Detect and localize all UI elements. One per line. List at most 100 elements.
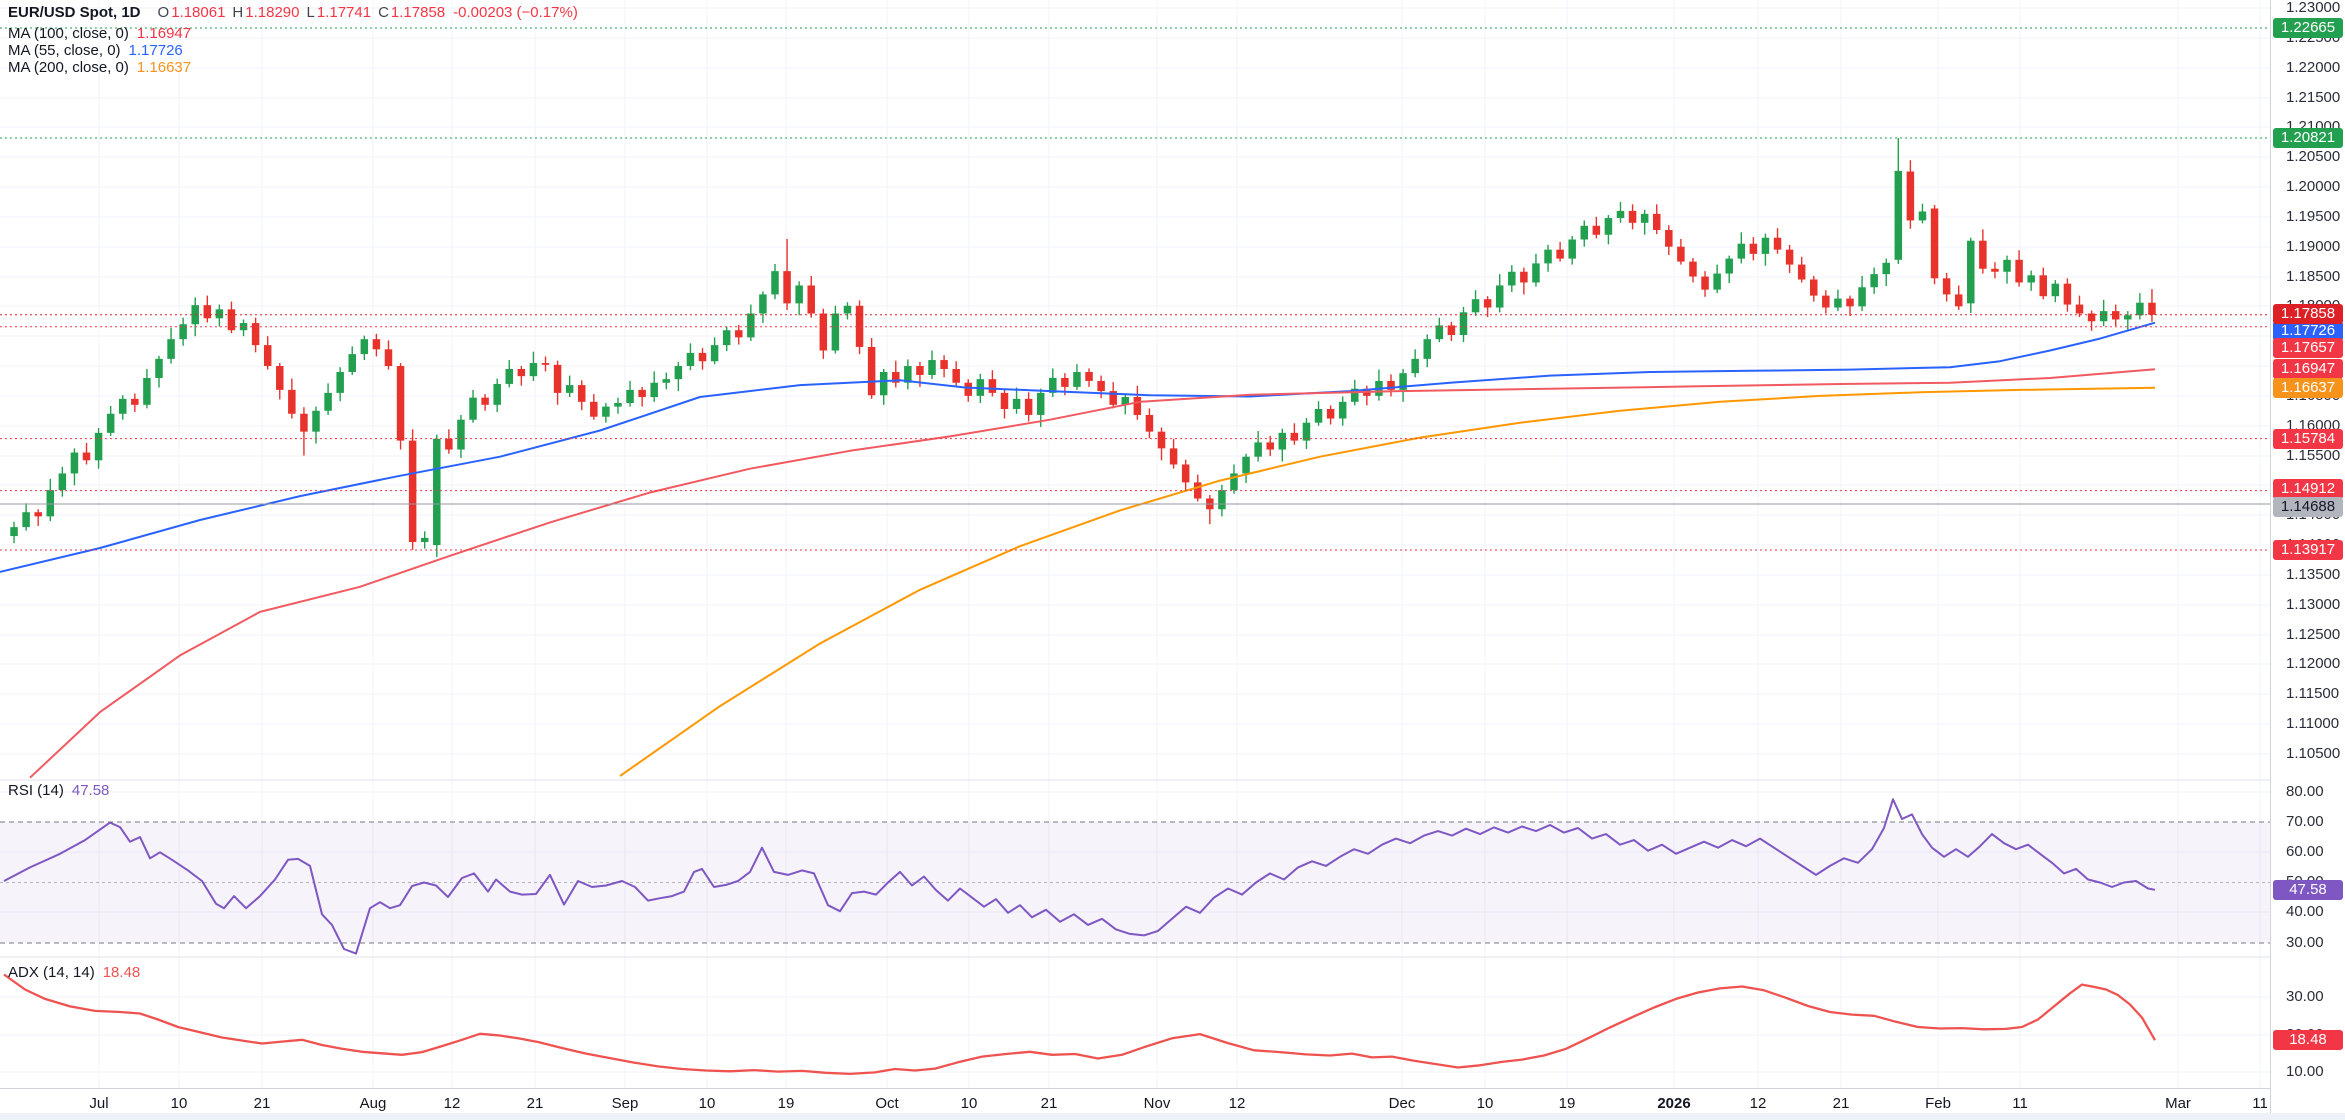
candle-body xyxy=(179,324,187,340)
price-tick-label: 1.10500 xyxy=(2286,745,2341,762)
price-axis[interactable]: 1.230001.225001.220001.215001.210001.205… xyxy=(2270,0,2345,1120)
candle-body xyxy=(2015,259,2023,283)
candle-body xyxy=(1326,408,1335,419)
candle-body xyxy=(517,369,526,377)
price-badge-1_15784: 1.15784 xyxy=(2273,429,2343,449)
high-value: 1.18290 xyxy=(245,4,300,21)
candle-body xyxy=(952,369,960,383)
adx-legend[interactable]: ADX (14, 14) 18.48 xyxy=(8,964,140,981)
candle-body xyxy=(1701,276,1709,290)
candle-body xyxy=(1181,464,1190,483)
price-tick-label: 1.20000 xyxy=(2286,178,2341,195)
candle-body xyxy=(747,313,755,338)
candle-body xyxy=(445,438,453,450)
candle-body xyxy=(565,385,574,393)
candle-body xyxy=(300,413,308,432)
candle-body xyxy=(1193,482,1202,499)
candle-body xyxy=(1145,414,1154,432)
low-value: 1.17741 xyxy=(316,4,372,21)
candle-body xyxy=(771,271,779,295)
candle-body xyxy=(1495,285,1504,308)
candle-body xyxy=(1314,408,1323,423)
candle-body xyxy=(626,389,634,404)
candle-body xyxy=(336,371,344,393)
candle-body xyxy=(1628,210,1637,223)
rsi-label: RSI (14) xyxy=(8,782,64,799)
rsi-tick-label: 70.00 xyxy=(2286,813,2324,830)
time-tick-label: Jul xyxy=(89,1095,109,1112)
candle-body xyxy=(1242,456,1250,474)
candle-body xyxy=(1604,218,1613,235)
price-tick-label: 1.18500 xyxy=(2286,268,2341,285)
candle-body xyxy=(82,452,91,461)
candle-body xyxy=(867,346,876,396)
low-label: L xyxy=(306,4,315,21)
price-tick-label: 1.15500 xyxy=(2286,447,2341,464)
price-badge-1_14688: 1.14688 xyxy=(2273,497,2343,517)
candle-body xyxy=(1870,274,1878,288)
candle-body xyxy=(1157,431,1166,449)
candle-body xyxy=(916,366,924,375)
time-tick-label: 10 xyxy=(170,1095,188,1112)
candle-body xyxy=(106,413,115,433)
candle-body xyxy=(1858,287,1866,307)
candle-body xyxy=(819,313,828,351)
candle-body xyxy=(1918,211,1927,221)
ma200-legend[interactable]: MA (200, close, 0) 1.16637 xyxy=(8,59,191,76)
candle-body xyxy=(2027,275,2035,283)
candle-body xyxy=(1036,392,1045,415)
time-tick-label: 12 xyxy=(1228,1095,1246,1112)
candle-body xyxy=(312,410,320,432)
candle-body xyxy=(1785,249,1794,265)
rsi-legend[interactable]: RSI (14) 47.58 xyxy=(8,782,109,799)
candle-body xyxy=(324,392,332,411)
candle-body xyxy=(1109,391,1117,405)
price-badge-47_58: 47.58 xyxy=(2273,880,2343,900)
rsi-tick-label: 60.00 xyxy=(2286,843,2324,860)
ma55-legend[interactable]: MA (55, close, 0) 1.17726 xyxy=(8,42,183,59)
candle-body xyxy=(2099,311,2108,322)
price-badge-1_16637: 1.16637 xyxy=(2273,378,2343,398)
ma200-value: 1.16637 xyxy=(136,59,192,76)
price-tick-label: 1.11000 xyxy=(2286,715,2340,732)
candle-body xyxy=(118,398,127,414)
candle-body xyxy=(1423,339,1431,359)
candle-body xyxy=(674,366,683,380)
candle-body xyxy=(1556,249,1564,259)
symbol-title: EUR/USD Spot, 1D xyxy=(8,4,141,21)
candle-body xyxy=(1930,208,1939,279)
candle-body xyxy=(2087,313,2096,322)
candle-body xyxy=(722,330,731,346)
candle-body xyxy=(505,369,514,384)
time-tick-label: 10 xyxy=(698,1095,716,1112)
candle-body xyxy=(686,352,695,367)
time-tick-label: 12 xyxy=(443,1095,461,1112)
candle-body xyxy=(735,330,743,338)
high-label: H xyxy=(232,4,244,21)
candle-body xyxy=(1097,380,1105,392)
candle-body xyxy=(662,379,671,383)
candle-body xyxy=(1121,397,1130,405)
candle-body xyxy=(1351,388,1359,402)
candle-body xyxy=(372,339,381,350)
ma100-legend[interactable]: MA (100, close, 0) 1.16947 xyxy=(8,25,191,42)
candle-body xyxy=(1773,237,1782,250)
time-tick-label: Aug xyxy=(359,1095,387,1112)
candle-body xyxy=(940,360,948,370)
time-tick-label: Mar xyxy=(2165,1095,2191,1112)
candle-body xyxy=(493,383,501,405)
candle-body xyxy=(928,360,936,375)
price-tick-label: 1.19500 xyxy=(2286,208,2341,225)
candle-body xyxy=(1459,312,1468,335)
candle-body xyxy=(1942,278,1951,295)
price-tick-label: 1.19000 xyxy=(2286,238,2341,255)
candle-body xyxy=(1290,432,1299,441)
candle-body xyxy=(46,490,55,517)
rsi-tick-label: 30.00 xyxy=(2286,934,2324,951)
time-tick-label: 11 xyxy=(2252,1095,2268,1112)
candle-body xyxy=(1882,262,1890,275)
candle-body xyxy=(1640,213,1649,223)
candle-body xyxy=(1749,243,1758,254)
ma100-label: MA (100, close, 0) xyxy=(8,25,129,42)
